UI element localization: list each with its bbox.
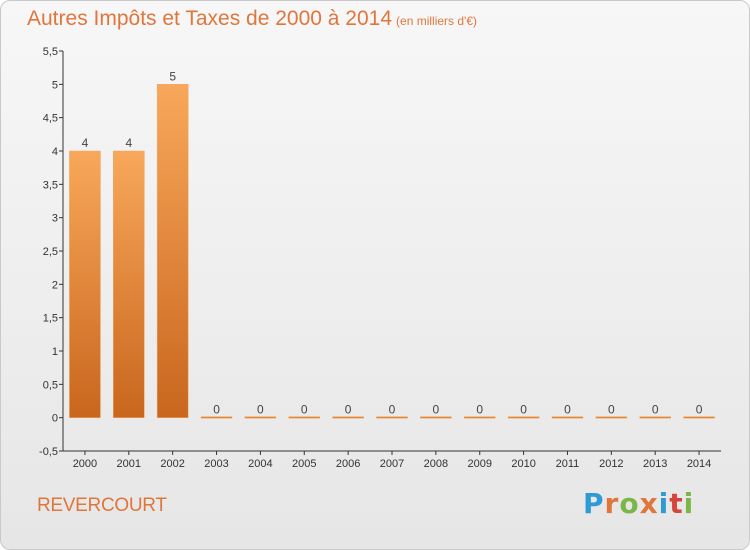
place-name: REVERCOURT xyxy=(37,495,167,516)
bar-value-label: 5 xyxy=(169,69,176,83)
x-tick-label: 2002 xyxy=(160,458,184,470)
logo-letter: i xyxy=(658,487,670,520)
bar xyxy=(376,416,408,419)
bar-value-label: 0 xyxy=(301,403,308,417)
y-tick-label: 5 xyxy=(52,79,58,91)
bar-value-label: 4 xyxy=(82,136,89,150)
x-tick-label: 2011 xyxy=(556,458,580,470)
bar xyxy=(551,416,584,419)
y-tick-label: -0,5 xyxy=(39,446,58,458)
bar xyxy=(683,416,715,419)
bar xyxy=(420,416,452,419)
x-tick-label: 2013 xyxy=(643,458,667,470)
x-tick-label: 2008 xyxy=(424,458,448,470)
proxiti-logo: Proxiti xyxy=(583,487,694,520)
logo-letter: x xyxy=(639,487,659,520)
bar xyxy=(244,416,277,419)
y-tick-label: 3 xyxy=(52,213,58,225)
bar-value-label: 0 xyxy=(696,403,703,417)
y-tick-label: 0,5 xyxy=(43,379,58,391)
bar xyxy=(507,416,540,419)
y-tick-label: 1,5 xyxy=(43,313,58,325)
bar-value-label: 0 xyxy=(520,403,527,417)
logo-letter: i xyxy=(683,487,695,520)
x-tick-label: 2012 xyxy=(599,458,623,470)
logo-letter: o xyxy=(619,487,640,520)
bar-value-label: 0 xyxy=(257,403,264,417)
x-tick-label: 2001 xyxy=(117,458,141,470)
bar-value-label: 0 xyxy=(608,403,615,417)
bar-value-label: 0 xyxy=(564,403,571,417)
y-tick-label: 5,5 xyxy=(43,46,58,58)
logo-letter: t xyxy=(669,487,684,520)
bar xyxy=(200,416,233,419)
x-tick-label: 2005 xyxy=(292,458,316,470)
bar xyxy=(463,416,496,419)
bar-value-label: 0 xyxy=(476,403,483,417)
y-tick-label: 1 xyxy=(52,346,58,358)
bar xyxy=(639,416,671,419)
x-tick-label: 2010 xyxy=(511,458,535,470)
chart-title: Autres Impôts et Taxes de 2000 à 2014 (en… xyxy=(27,7,477,31)
y-tick-label: 3,5 xyxy=(43,179,58,191)
title-unit: (en milliers d'€) xyxy=(396,14,478,28)
bar-value-label: 4 xyxy=(125,136,132,150)
x-tick-label: 2003 xyxy=(204,458,228,470)
bar-value-label: 0 xyxy=(213,403,220,417)
bar xyxy=(69,150,101,418)
bar-value-label: 0 xyxy=(652,403,659,417)
bar-value-label: 0 xyxy=(433,403,440,417)
bar-value-label: 0 xyxy=(345,403,352,417)
x-tick-label: 2000 xyxy=(73,458,97,470)
x-tick-label: 2009 xyxy=(467,458,491,470)
y-tick-label: 4 xyxy=(52,146,58,158)
y-tick-label: 4,5 xyxy=(43,113,58,125)
logo-letter: P xyxy=(583,487,605,520)
bar xyxy=(332,416,364,419)
x-tick-label: 2006 xyxy=(336,458,360,470)
y-tick-label: 0 xyxy=(52,413,58,425)
bar xyxy=(288,416,321,419)
y-tick-label: 2,5 xyxy=(43,246,58,258)
title-text: Autres Impôts et Taxes de 2000 à 2014 xyxy=(27,7,393,30)
y-tick-label: 2 xyxy=(52,279,58,291)
x-tick-label: 2014 xyxy=(687,458,711,470)
bar xyxy=(113,150,145,418)
x-tick-label: 2007 xyxy=(380,458,404,470)
bar xyxy=(595,416,628,419)
bar xyxy=(156,84,189,418)
bar-value-label: 0 xyxy=(389,403,396,417)
logo-letter: r xyxy=(604,487,620,520)
x-tick-label: 2004 xyxy=(248,458,272,470)
